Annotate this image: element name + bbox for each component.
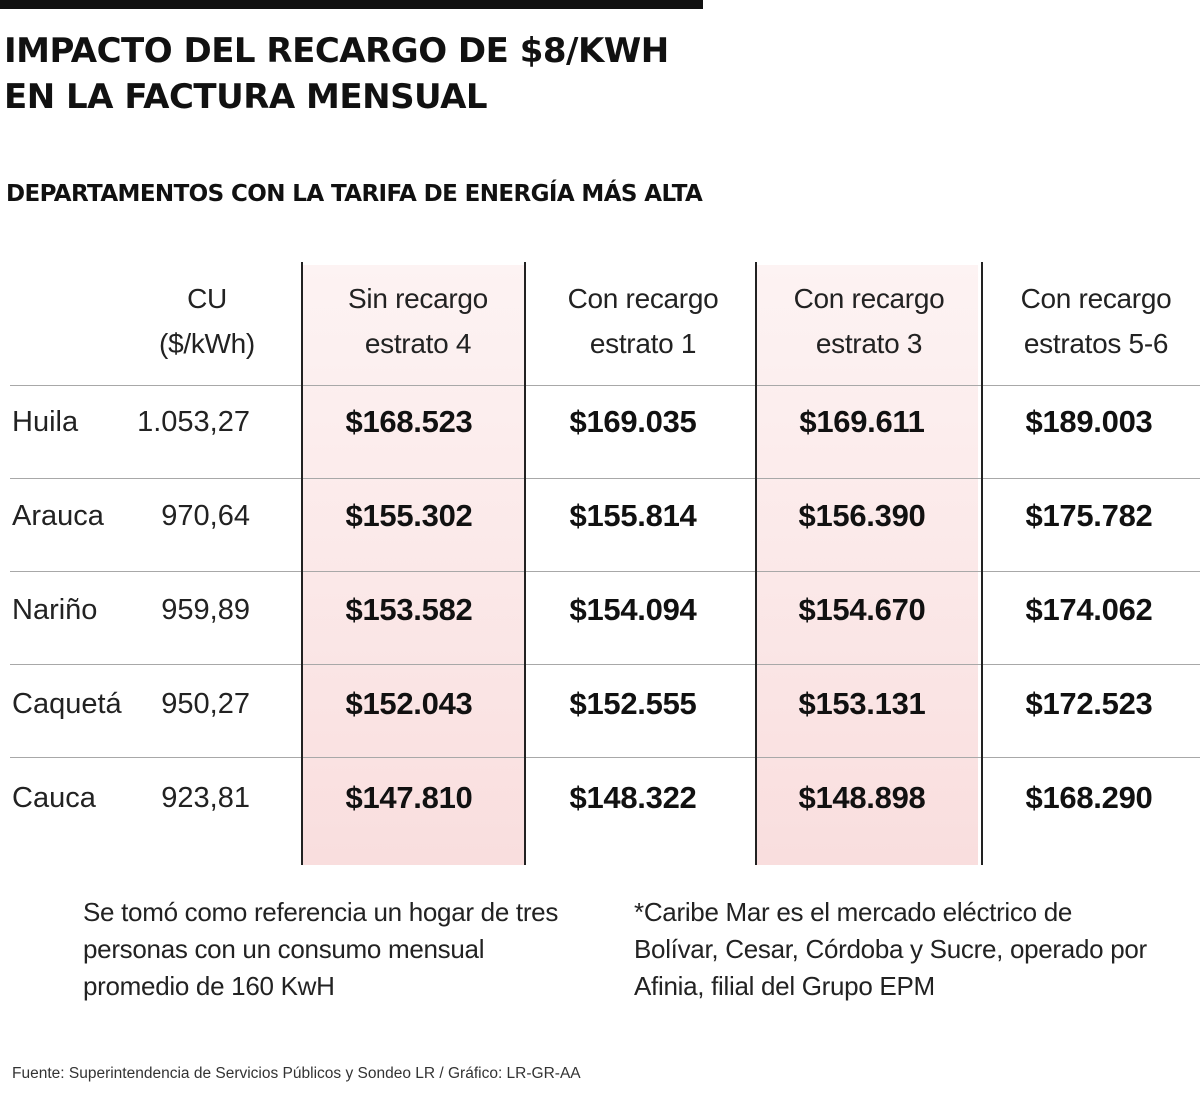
row-divider-2 bbox=[10, 478, 1200, 479]
bill-value: $168.523 bbox=[345, 404, 473, 439]
column-header-3: Con recargo estrato 1 bbox=[533, 276, 753, 366]
bill-value: $154.670 bbox=[798, 592, 926, 627]
bill-value: $175.782 bbox=[1025, 498, 1153, 533]
cu-value: 1.053,27 bbox=[137, 406, 250, 438]
cu-value: 950,27 bbox=[161, 688, 250, 720]
note-right-line-1: *Caribe Mar es el mercado eléctrico de bbox=[634, 897, 1073, 927]
bill-value: $147.810 bbox=[345, 780, 473, 815]
chart-title: IMPACTO DEL RECARGO DE $8/KWH EN LA FACT… bbox=[4, 28, 669, 120]
column-divider-2 bbox=[524, 262, 526, 865]
column-header-3-line-1: Con recargo bbox=[567, 283, 719, 314]
bill-value: $168.290 bbox=[1025, 780, 1153, 815]
column-header-4: Con recargo estrato 3 bbox=[759, 276, 979, 366]
bill-value: $152.043 bbox=[345, 686, 473, 721]
column-header-1-line-1: CU bbox=[187, 283, 227, 314]
note-left-line-3: promedio de 160 KwH bbox=[83, 971, 335, 1001]
column-header-4-line-1: Con recargo bbox=[793, 283, 945, 314]
note-reference: Se tomó como referencia un hogar de tres… bbox=[83, 894, 558, 1005]
note-right-line-2: Bolívar, Cesar, Córdoba y Sucre, operado… bbox=[634, 934, 1147, 964]
column-header-1: CU ($/kWh) bbox=[107, 276, 307, 366]
row-divider-5 bbox=[10, 757, 1200, 758]
note-right-line-3: Afinia, filial del Grupo EPM bbox=[634, 971, 935, 1001]
department-name: Cauca bbox=[12, 782, 96, 814]
bill-value: $174.062 bbox=[1025, 592, 1153, 627]
cu-value: 959,89 bbox=[161, 594, 250, 626]
row-divider-1 bbox=[10, 385, 1200, 386]
column-header-1-line-2: ($/kWh) bbox=[159, 328, 255, 359]
column-divider-3 bbox=[755, 262, 757, 865]
bill-value: $148.898 bbox=[798, 780, 926, 815]
department-name: Huila bbox=[12, 406, 79, 438]
bill-value: $153.131 bbox=[798, 686, 926, 721]
bill-value: $155.302 bbox=[345, 498, 473, 533]
bill-value: $172.523 bbox=[1025, 686, 1153, 721]
row-divider-4 bbox=[10, 664, 1200, 665]
bill-value: $155.814 bbox=[569, 498, 697, 533]
top-rule bbox=[0, 0, 703, 9]
column-header-2-line-2: estrato 4 bbox=[364, 328, 472, 359]
cu-value: 923,81 bbox=[161, 782, 250, 814]
bill-value: $148.322 bbox=[569, 780, 697, 815]
title-line-2: EN LA FACTURA MENSUAL bbox=[4, 77, 488, 117]
highlight-column-con-recargo-3 bbox=[756, 265, 978, 865]
title-line-1: IMPACTO DEL RECARGO DE $8/KWH bbox=[4, 31, 669, 71]
note-left-line-1: Se tomó como referencia un hogar de tres bbox=[83, 897, 559, 927]
column-divider-1 bbox=[301, 262, 303, 865]
column-divider-4 bbox=[981, 262, 983, 865]
column-header-5: Con recargo estratos 5-6 bbox=[986, 276, 1200, 366]
column-header-2: Sin recargo estrato 4 bbox=[308, 276, 528, 366]
column-header-3-line-2: estrato 1 bbox=[589, 328, 697, 359]
bill-value: $153.582 bbox=[345, 592, 473, 627]
department-name: Arauca bbox=[12, 500, 104, 532]
bill-value: $156.390 bbox=[798, 498, 926, 533]
column-header-4-line-2: estrato 3 bbox=[815, 328, 923, 359]
column-header-5-line-1: Con recargo bbox=[1020, 283, 1172, 314]
note-caribe-mar: *Caribe Mar es el mercado eléctrico de B… bbox=[634, 894, 1147, 1005]
bill-value: $154.094 bbox=[569, 592, 697, 627]
bill-value: $169.611 bbox=[799, 404, 925, 439]
department-name: Nariño bbox=[12, 594, 98, 626]
note-left-line-2: personas con un consumo mensual bbox=[83, 934, 485, 964]
source-credit: Fuente: Superintendencia de Servicios Pú… bbox=[12, 1065, 581, 1082]
chart-subtitle: DEPARTAMENTOS CON LA TARIFA DE ENERGÍA M… bbox=[6, 181, 703, 207]
cu-value: 970,64 bbox=[161, 500, 250, 532]
highlight-column-sin-recargo-4 bbox=[302, 265, 524, 865]
bill-value: $169.035 bbox=[569, 404, 697, 439]
row-divider-3 bbox=[10, 571, 1200, 572]
department-name: Caquetá bbox=[12, 688, 122, 720]
bill-value: $189.003 bbox=[1025, 404, 1153, 439]
bill-value: $152.555 bbox=[569, 686, 697, 721]
column-header-5-line-2: estratos 5-6 bbox=[1023, 328, 1169, 359]
column-header-2-line-1: Sin recargo bbox=[348, 283, 488, 314]
